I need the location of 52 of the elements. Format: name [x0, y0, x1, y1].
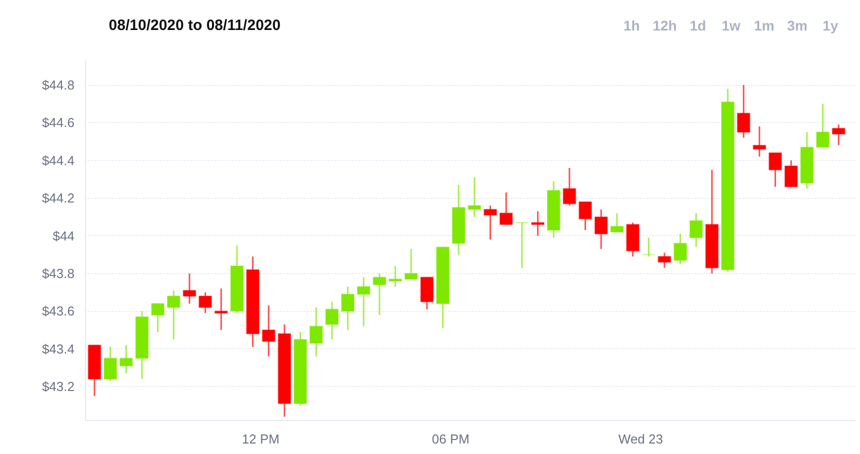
candlestick: [388, 265, 402, 288]
y-tick-label: $44.2: [42, 190, 75, 206]
candlestick: [562, 167, 576, 206]
candlestick: [325, 301, 339, 340]
y-tick-label: $43.8: [42, 266, 75, 281]
candlestick: [610, 212, 624, 233]
candlestick: [404, 248, 418, 280]
candlestick: [531, 210, 544, 237]
text: 1d: [690, 18, 706, 34]
candlestick: [166, 290, 180, 340]
candlestick: [468, 176, 482, 218]
candlestick: [768, 152, 782, 188]
text: 3m: [787, 18, 808, 34]
candlestick: [372, 272, 386, 316]
y-tick-label: $44.8: [42, 78, 75, 93]
candlestick: [658, 252, 672, 269]
text: 1h: [623, 18, 640, 34]
candlestick: [674, 233, 687, 265]
text: 1m: [754, 18, 774, 34]
candlestick: [198, 292, 212, 314]
y-tick-label: $43.2: [42, 379, 75, 394]
y-tick-label: $44.4: [42, 152, 75, 168]
y-tick-label: $43.4: [42, 341, 75, 356]
candlestick: [104, 346, 117, 382]
candlestick: [214, 288, 228, 331]
candlestick: [341, 286, 354, 331]
candlestick: [752, 126, 766, 158]
x-tick-label: Wed 23: [618, 432, 663, 446]
candlestick: [832, 124, 846, 146]
candlestick: [578, 201, 592, 231]
y-tick-label: $44: [52, 228, 75, 244]
candlestick: [784, 160, 798, 188]
text: 12h: [652, 18, 677, 34]
text: 1w: [722, 18, 740, 34]
candlestick: [356, 276, 370, 328]
candlestick: [484, 204, 497, 240]
candlestick: [736, 84, 750, 139]
candlestick: [689, 212, 703, 248]
candlestick: [182, 272, 196, 304]
chart-title: 08/10/2020 to 08/11/2020: [108, 17, 281, 34]
text: 1y: [822, 18, 838, 34]
y-tick-label: $43.6: [42, 304, 75, 319]
candlestick: [262, 304, 276, 358]
candlestick: [151, 302, 164, 333]
x-tick-label: 12 PM: [242, 432, 280, 446]
x-tick-label: 06 PM: [432, 432, 470, 446]
candlestick: [499, 192, 513, 226]
candlestick: [119, 344, 133, 374]
candlestick: [816, 103, 830, 148]
candlestick: [594, 208, 608, 250]
y-tick-label: $44.6: [42, 115, 75, 130]
candlestick: [309, 306, 323, 358]
